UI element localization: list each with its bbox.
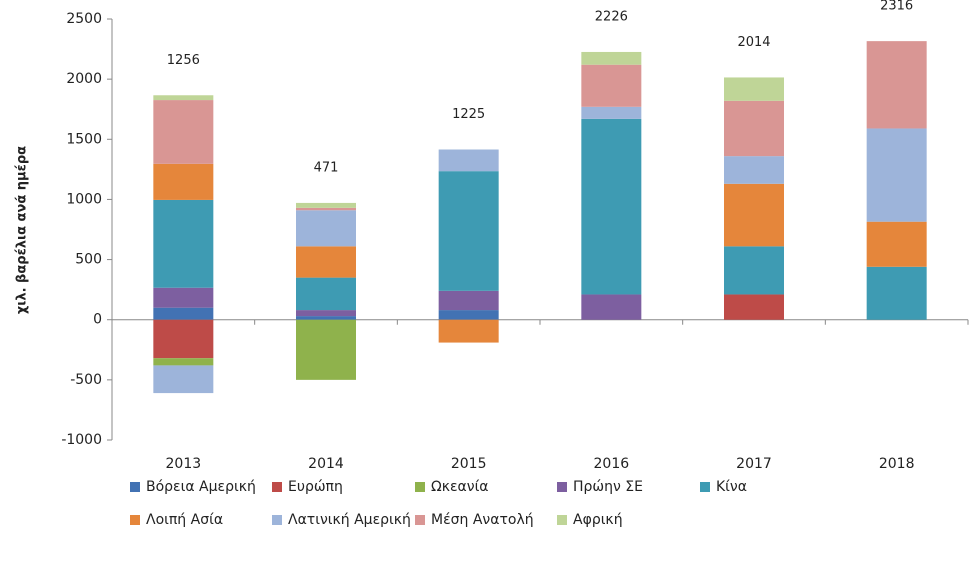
bar-segment [296, 207, 356, 211]
bar-segment [296, 310, 356, 317]
legend-swatch [557, 515, 567, 525]
bar-segment [866, 41, 927, 129]
bar-segment [866, 128, 927, 222]
total-label: 2226 [595, 9, 628, 24]
y-tick-label: 1500 [66, 131, 102, 147]
y-tick-label: 1000 [66, 191, 102, 207]
bar-segment [153, 319, 214, 359]
bar-segment [724, 77, 784, 101]
bar-segment [153, 100, 214, 164]
total-label: 1225 [452, 107, 485, 122]
total-label: 2316 [880, 0, 913, 14]
legend-label: Βόρεια Αμερική [146, 479, 256, 495]
legend-label: Λατινική Αμερική [288, 512, 411, 528]
bar-segment [153, 365, 214, 394]
y-axis-label: χιλ. βαρέλια ανά ημέρα [15, 146, 30, 314]
bar-segment [153, 199, 214, 288]
bar-segment [296, 316, 356, 320]
bar-segment [296, 319, 356, 380]
legend-label: Ωκεανία [431, 479, 489, 495]
bar-segment [866, 221, 927, 267]
legend-swatch [415, 515, 425, 525]
legend-label: Κίνα [716, 479, 747, 495]
bar-segment [724, 294, 784, 320]
bar-segment [581, 106, 642, 119]
x-tick-label: 2014 [308, 456, 344, 472]
bar-segment [438, 149, 499, 172]
y-tick-label: 0 [93, 312, 102, 328]
legend-swatch [700, 482, 710, 492]
bar-segment [153, 163, 214, 200]
bar-segment [296, 277, 356, 311]
bar-segment [296, 210, 356, 247]
legend-swatch [415, 482, 425, 492]
y-tick-label: 500 [75, 252, 102, 268]
bar-segment [296, 202, 356, 208]
bar-segment [438, 290, 499, 311]
bar-segment [438, 319, 499, 343]
legend-label: Πρώην ΣΕ [573, 479, 643, 495]
y-tick-label: 2500 [66, 11, 102, 27]
x-tick-label: 2016 [594, 456, 630, 472]
bar-segment [581, 51, 642, 65]
bar-segment [438, 171, 499, 291]
legend-label: Αφρική [573, 512, 623, 528]
legend-swatch [130, 482, 140, 492]
x-tick-label: 2017 [736, 456, 772, 472]
legend-swatch [272, 515, 282, 525]
total-label: 2014 [737, 35, 770, 50]
y-tick-label: -500 [70, 372, 102, 388]
y-tick-label: 2000 [66, 71, 102, 87]
bar-segment [724, 100, 784, 157]
legend-swatch [130, 515, 140, 525]
legend-swatch [272, 482, 282, 492]
bar-segment [153, 287, 214, 308]
legend-swatch [557, 482, 567, 492]
bar-segment [153, 307, 214, 320]
bar-segment [581, 294, 642, 320]
y-tick-label: -1000 [61, 432, 102, 448]
legend-label: Λοιπή Ασία [146, 512, 223, 528]
total-label: 1256 [167, 53, 200, 68]
bar-segment [153, 95, 214, 101]
bar-segment [724, 183, 784, 247]
x-tick-label: 2013 [166, 456, 202, 472]
bar-segment [296, 246, 356, 278]
bar-segment [866, 266, 927, 320]
bar-segment [581, 64, 642, 107]
legend-label: Ευρώπη [288, 479, 343, 495]
legend-label: Μέση Ανατολή [431, 512, 534, 528]
bar-segment [438, 310, 499, 320]
bar-segment [581, 118, 642, 295]
x-tick-label: 2018 [879, 456, 915, 472]
bar-segment [153, 358, 214, 366]
bar-segment [724, 156, 784, 184]
total-label: 471 [314, 160, 339, 175]
x-tick-label: 2015 [451, 456, 487, 472]
bar-segment [724, 246, 784, 295]
